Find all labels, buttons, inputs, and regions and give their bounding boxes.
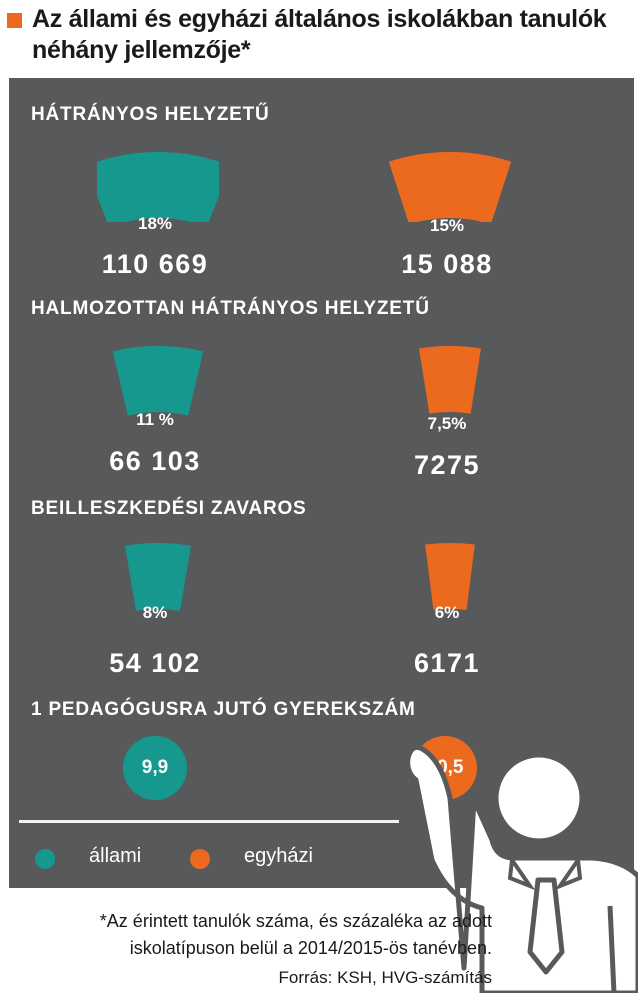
wedge-egyhazi-1 — [419, 346, 481, 414]
legend-egyhazi-dot — [190, 849, 210, 869]
wedge-shape-a-1 — [112, 346, 204, 416]
chart-title: Az állami és egyházi általános iskolákba… — [32, 5, 607, 64]
divider-line — [19, 820, 399, 823]
legend-allami-label: állami — [89, 845, 142, 867]
pct-egyhazi-2: 6% — [434, 603, 460, 622]
category-label-0: HÁTRÁNYOS HELYZETŰ — [31, 104, 270, 125]
pct-egyhazi-0: 15% — [429, 216, 465, 235]
ratio-allami-circle: 9,9 — [123, 736, 187, 800]
footnote: *Az érintett tanulók száma, és százaléka… — [99, 911, 492, 958]
pct-allami-2: 8% — [142, 603, 168, 622]
wedge-shape-a-2 — [124, 543, 192, 611]
category-label-1: HALMOZOTTAN HÁTRÁNYOS HELYZETŰ — [31, 298, 430, 319]
legend-allami-dot — [35, 849, 55, 869]
wedge-egyhazi-0 — [389, 152, 511, 222]
pct-allami-0: 18% — [137, 214, 173, 233]
wedge-shape-e-0 — [389, 152, 511, 222]
source-note: Forrás: KSH, HVG-számítás — [278, 968, 492, 987]
wedge-shape-e-1 — [419, 346, 481, 414]
pct-allami-1: 11 % — [136, 410, 174, 429]
count-egyhazi-0: 15 088 — [401, 249, 493, 279]
wedge-allami-0 — [97, 152, 219, 222]
ratio-section-label: 1 PEDAGÓGUSRA JUTÓ GYEREKSZÁM — [31, 699, 416, 720]
legend-egyhazi-label: egyházi — [244, 845, 313, 867]
person-pointing-icon — [405, 744, 638, 993]
wedge-egyhazi-2 — [425, 543, 475, 611]
count-allami-0: 110 669 — [101, 249, 209, 279]
count-allami-1: 66 103 — [109, 446, 201, 476]
title-marker-icon — [7, 13, 22, 28]
count-egyhazi-1: 7275 — [413, 450, 481, 480]
count-egyhazi-2: 6171 — [413, 648, 481, 678]
wedge-allami-1 — [112, 346, 204, 416]
chart-panel: HÁTRÁNYOS HELYZETŰ 18% 15% 110 669 15 08… — [9, 78, 634, 888]
wedge-shape-a-0 — [97, 152, 219, 222]
wedge-shape-e-2 — [425, 543, 475, 611]
ratio-allami-value: 9,9 — [141, 757, 169, 778]
pct-egyhazi-1: 7,5% — [427, 414, 467, 433]
wedge-allami-2 — [124, 543, 192, 611]
count-allami-2: 54 102 — [109, 648, 201, 678]
category-label-2: BEILLESZKEDÉSI ZAVAROS — [31, 498, 307, 519]
